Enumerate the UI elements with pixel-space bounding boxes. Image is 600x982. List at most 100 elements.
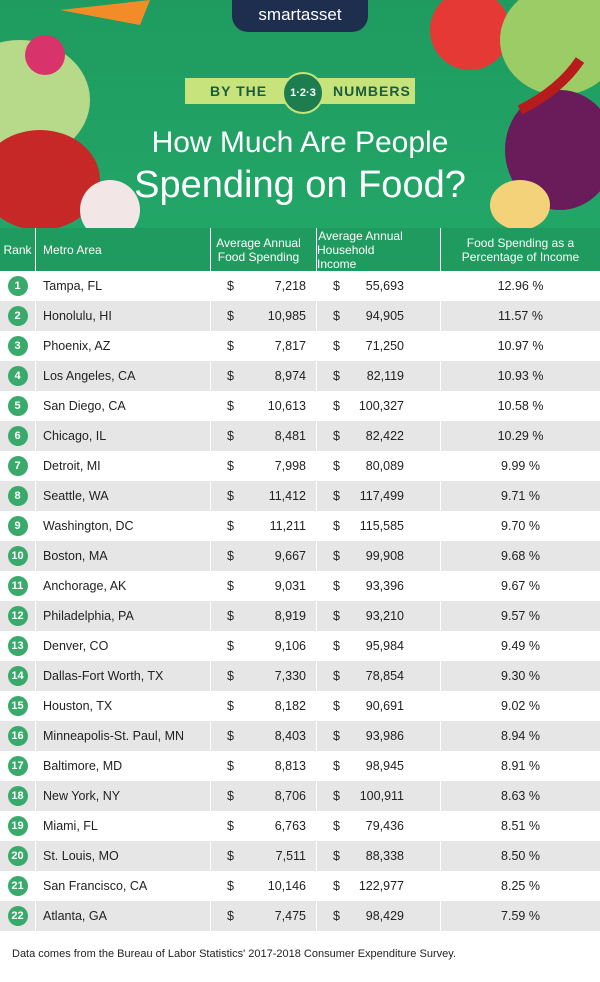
- rank-badge: 10: [7, 546, 28, 566]
- percent-cell: 10.58 %: [497, 399, 544, 413]
- metro-cell: Baltimore, MD: [36, 751, 211, 781]
- percent-cell: 9.68 %: [501, 549, 540, 563]
- hero: smartasset BY THE NUMBERS 1·2·3 How Much…: [0, 0, 600, 228]
- rank-cell: 12: [0, 601, 36, 631]
- currency: $: [333, 729, 340, 743]
- amount: 95,984: [365, 639, 404, 653]
- metro-cell: Tampa, FL: [36, 271, 211, 301]
- currency: $: [227, 279, 234, 293]
- currency: $: [227, 699, 234, 713]
- metro-cell: San Francisco, CA: [36, 871, 211, 901]
- money-cell: $117,499: [317, 481, 441, 511]
- money-cell: $9,106: [211, 631, 317, 661]
- table-row: 1 Tampa, FL $7,218 $55,693 12.96 %: [0, 271, 600, 301]
- currency: $: [333, 909, 340, 923]
- money-cell: $11,211: [211, 511, 317, 541]
- table-row: 2 Honolulu, HI $10,985 $94,905 11.57 %: [0, 301, 600, 331]
- rank-cell: 17: [0, 751, 36, 781]
- metro-cell: New York, NY: [36, 781, 211, 811]
- amount: 98,945: [365, 759, 404, 773]
- rank-badge: 17: [7, 756, 28, 776]
- rank-cell: 9: [0, 511, 36, 541]
- table-row: 11 Anchorage, AK $9,031 $93,396 9.67 %: [0, 571, 600, 601]
- percent-cell: 9.30 %: [501, 669, 540, 683]
- percent-cell: 9.71 %: [501, 489, 540, 503]
- percent-cell: 8.91 %: [501, 759, 540, 773]
- percent-cell: 10.29 %: [497, 429, 544, 443]
- money-cell: $6,763: [211, 811, 317, 841]
- metro-cell: Anchorage, AK: [36, 571, 211, 601]
- rank-cell: 2: [0, 301, 36, 331]
- table-row: 4 Los Angeles, CA $8,974 $82,119 10.93 %: [0, 361, 600, 391]
- money-cell: $8,706: [211, 781, 317, 811]
- metro-cell: Seattle, WA: [36, 481, 211, 511]
- money-cell: $71,250: [317, 331, 441, 361]
- title-line: Spending on Food?: [134, 164, 466, 206]
- currency: $: [227, 519, 234, 533]
- amount: 100,911: [359, 789, 404, 803]
- percent-cell: 11.57 %: [498, 309, 543, 323]
- money-cell: $79,436: [317, 811, 441, 841]
- header-text: Average Annual: [318, 228, 403, 243]
- money-cell: $99,908: [317, 541, 441, 571]
- table-row: 16 Minneapolis-St. Paul, MN $8,403 $93,986 8…: [0, 721, 600, 751]
- rank-cell: 5: [0, 391, 36, 421]
- metro-cell: St. Louis, MO: [36, 841, 211, 871]
- money-cell: $8,403: [211, 721, 317, 751]
- amount: 7,511: [275, 849, 306, 863]
- money-cell: $7,218: [211, 271, 317, 301]
- money-cell: $78,854: [317, 661, 441, 691]
- header-cell: Rank: [0, 228, 36, 271]
- currency: $: [227, 369, 234, 383]
- money-cell: $8,974: [211, 361, 317, 391]
- amount: 8,182: [274, 699, 306, 713]
- banner-right: NUMBERS: [333, 83, 411, 99]
- money-cell: $82,119: [317, 361, 441, 391]
- money-cell: $82,422: [317, 421, 441, 451]
- rank-badge: 16: [7, 726, 28, 746]
- metro-cell: Atlanta, GA: [36, 901, 211, 931]
- money-cell: $80,089: [317, 451, 441, 481]
- rank-badge: 3: [7, 336, 28, 356]
- percent-cell: 9.02 %: [501, 699, 540, 713]
- header-text: Household Income: [317, 242, 375, 271]
- percent-cell: 8.25 %: [501, 879, 540, 893]
- table-row: 6 Chicago, IL $8,481 $82,422 10.29 %: [0, 421, 600, 451]
- amount: 8,813: [274, 759, 306, 773]
- metro-cell: Houston, TX: [36, 691, 211, 721]
- currency: $: [333, 609, 340, 623]
- money-cell: $98,945: [317, 751, 441, 781]
- currency: $: [333, 849, 340, 863]
- title-line: How Much Are People: [151, 126, 449, 159]
- currency: $: [227, 879, 234, 893]
- percent-cell: 10.97 %: [497, 339, 544, 353]
- currency: $: [333, 639, 340, 653]
- rank-badge: 5: [7, 396, 28, 416]
- rank-badge: 18: [7, 786, 28, 806]
- money-cell: $7,511: [211, 841, 317, 871]
- header-text: Average Annual: [216, 235, 301, 250]
- currency: $: [227, 729, 234, 743]
- brand: smartasset: [232, 0, 368, 32]
- table-row: 22 Atlanta, GA $7,475 $98,429 7.59 %: [0, 901, 600, 931]
- money-cell: $98,429: [317, 901, 441, 931]
- rank-cell: 1: [0, 271, 36, 301]
- header-text: Metro Area: [43, 242, 102, 257]
- money-cell: $122,977: [317, 871, 441, 901]
- amount: 94,905: [365, 309, 404, 323]
- currency: $: [333, 279, 340, 293]
- banner-left: BY THE: [210, 83, 268, 99]
- rank-badge: 21: [7, 876, 28, 896]
- currency: $: [333, 399, 340, 413]
- percent-cell: 8.51 %: [501, 819, 540, 833]
- rank-badge: 2: [7, 306, 28, 326]
- currency: $: [227, 579, 234, 593]
- currency: $: [333, 759, 340, 773]
- amount: 93,210: [365, 609, 404, 623]
- money-cell: $7,475: [211, 901, 317, 931]
- amount: 82,422: [365, 429, 404, 443]
- amount: 8,706: [274, 789, 306, 803]
- amount: 93,986: [365, 729, 404, 743]
- currency: $: [333, 819, 340, 833]
- amount: 7,998: [274, 459, 306, 473]
